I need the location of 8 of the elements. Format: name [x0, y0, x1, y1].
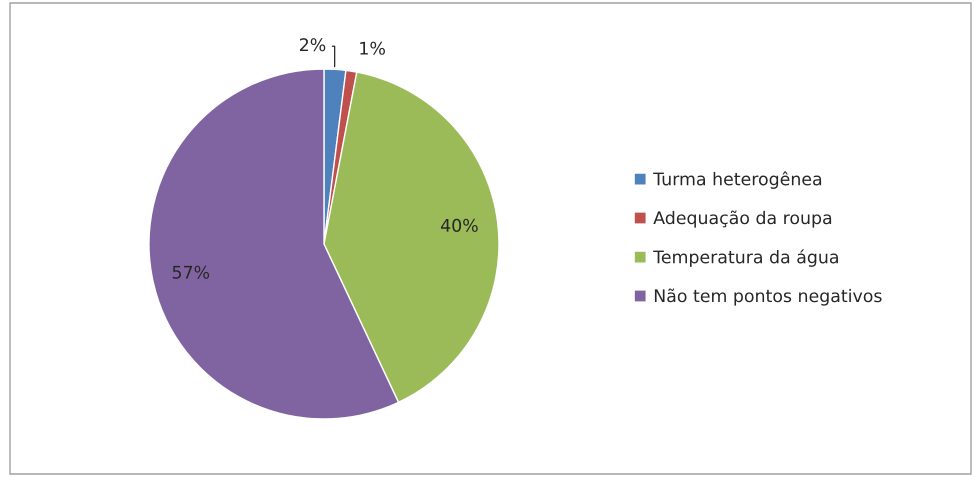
legend-label: Temperatura da água	[653, 249, 838, 267]
data-label: 57%	[172, 266, 210, 279]
data-label: 1%	[360, 42, 385, 55]
data-label: 2%	[300, 38, 326, 52]
legend-label: Não tem pontos negativos	[654, 288, 882, 306]
data-label: 40%	[440, 218, 478, 232]
legend-label: Turma heterogênea	[653, 171, 822, 189]
legend-label: Adequação da roupa	[653, 210, 832, 228]
